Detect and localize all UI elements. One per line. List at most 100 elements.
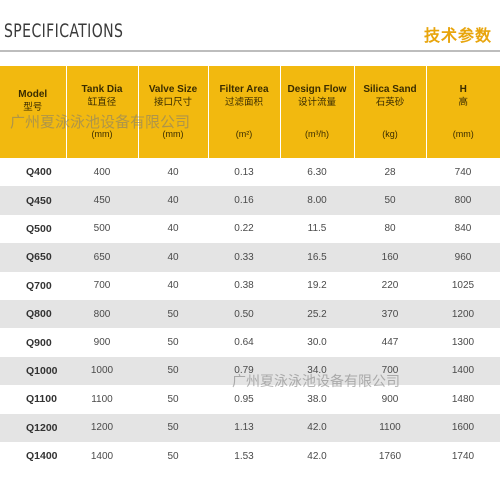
column-header-chinese: 高: [458, 96, 468, 108]
table-cell: 50: [167, 422, 179, 434]
column-header: H 高 (mm): [425, 66, 500, 158]
table-cell: 0.16: [234, 195, 254, 207]
column-unit: (mm): [162, 129, 184, 140]
table-cell: 840: [454, 223, 472, 235]
table-cell: 11.5: [307, 223, 327, 235]
column-header-chinese: 过滤面积: [224, 96, 263, 108]
model-cell: Q1200: [26, 421, 58, 434]
table-header-row: Model 型号 Tank Dia 缸直径 (mm) Valve Size 接口尺寸 (mm)…: [0, 66, 500, 158]
table-cell: 6.30: [307, 166, 327, 178]
table-cell: 50: [167, 337, 179, 349]
model-cell: Q800: [26, 308, 52, 321]
table-cell: 80: [384, 223, 396, 235]
title-divider: [0, 50, 500, 52]
table-row: Q800 800 50 0.50 25.2 370 1200: [0, 299, 500, 329]
table-cell: 28: [384, 166, 396, 178]
column-header-chinese: 缸直径: [87, 96, 117, 108]
column-header: Tank Dia 缸直径 (mm): [65, 66, 138, 158]
table-cell: 0.50: [234, 308, 254, 320]
table-cell: 1100: [379, 422, 401, 434]
table-row: Q1000 1000 50 0.79 34.0 700 1400: [0, 356, 500, 386]
table-cell: 900: [93, 337, 111, 349]
table-row: Q1100 1100 50 0.95 38.0 900 1480: [0, 385, 500, 414]
model-cell: Q400: [26, 166, 52, 179]
column-header-label: Silica Sand: [363, 83, 417, 95]
table-cell: 1100: [91, 393, 113, 405]
table-cell: 1480: [451, 393, 475, 405]
table-cell: 1000: [90, 365, 114, 377]
table-cell: 1400: [451, 365, 475, 377]
table-cell: 1740: [451, 450, 475, 462]
table-cell: 1760: [378, 450, 402, 462]
page-title-chinese: 技术参数: [423, 28, 492, 45]
table-cell: 34.0: [307, 365, 327, 377]
table-cell: 50: [167, 308, 179, 320]
table-cell: 30.0: [307, 337, 327, 349]
page-title: SPECIFICATIONS: [4, 20, 124, 42]
table-cell: 40: [167, 251, 179, 263]
model-cell: Q1400: [26, 450, 58, 463]
table-cell: 370: [381, 308, 399, 320]
table-cell: 40: [167, 280, 179, 292]
table-cell: 1200: [90, 422, 114, 434]
table-row: Q1400 1400 50 1.53 42.0 1760 1740: [0, 441, 500, 471]
table-cell: 960: [454, 251, 472, 263]
column-header-label: Valve Size: [148, 83, 198, 95]
table-cell: 40: [167, 166, 179, 178]
column-header-label: H: [459, 83, 467, 95]
table-cell: 25.2: [307, 308, 327, 320]
table-cell: 16.5: [307, 251, 327, 263]
table-cell: 1.53: [234, 450, 254, 462]
table-body: Q400 400 40 0.13 6.30 28 740 Q450 450 40 0.16 8.00 5…: [0, 158, 500, 471]
column-header-chinese: 接口尺寸: [153, 96, 192, 108]
column-header: Silica Sand 石英砂 (kg): [353, 66, 426, 158]
column-unit: (mm): [91, 129, 113, 140]
table-cell: 1025: [451, 280, 475, 292]
specifications-table: Model 型号 Tank Dia 缸直径 (mm) Valve Size 接口尺寸 (mm)…: [0, 66, 500, 471]
model-cell: Q900: [26, 336, 52, 349]
column-header-chinese: 型号: [23, 101, 43, 113]
table-cell: 800: [454, 195, 472, 207]
table-cell: 50: [167, 393, 179, 405]
table-cell: 40: [167, 195, 179, 207]
table-cell: 0.79: [234, 365, 254, 377]
table-cell: 42.0: [307, 422, 327, 434]
model-cell: Q650: [26, 251, 52, 264]
column-header: Design Flow 设计流量 (m³/h): [279, 66, 354, 158]
column-header-chinese: 石英砂: [375, 96, 405, 108]
table-cell: 650: [93, 251, 111, 263]
table-cell: 740: [454, 166, 472, 178]
table-cell: 1200: [451, 308, 475, 320]
column-header-label: Tank Dia: [81, 83, 123, 95]
table-cell: 0.33: [234, 251, 254, 263]
column-header: Valve Size 接口尺寸 (mm): [137, 66, 208, 158]
column-header-label: Model: [18, 88, 48, 100]
table-cell: 50: [384, 195, 396, 207]
table-cell: 220: [381, 280, 399, 292]
table-row: Q500 500 40 0.22 11.5 80 840: [0, 214, 500, 244]
table-cell: 160: [381, 251, 399, 263]
table-cell: 38.0: [307, 393, 327, 405]
column-header-label: Filter Area: [219, 83, 269, 95]
table-cell: 0.64: [234, 337, 254, 349]
table-cell: 700: [381, 365, 399, 377]
table-row: Q900 900 50 0.64 30.0 447 1300: [0, 328, 500, 357]
table-cell: 900: [381, 393, 399, 405]
column-header: Model 型号: [0, 66, 66, 158]
table-cell: 1.13: [234, 422, 254, 434]
model-cell: Q1100: [26, 393, 57, 406]
model-cell: Q500: [26, 222, 52, 235]
table-row: Q450 450 40 0.16 8.00 50 800: [0, 186, 500, 215]
table-cell: 1400: [90, 450, 114, 462]
table-cell: 800: [93, 308, 111, 320]
table-row: Q650 650 40 0.33 16.5 160 960: [0, 243, 500, 272]
table-cell: 1600: [451, 422, 475, 434]
column-header-chinese: 设计流量: [297, 96, 336, 108]
model-cell: Q1000: [26, 364, 58, 377]
model-cell: Q450: [26, 194, 52, 207]
table-cell: 447: [381, 337, 399, 349]
table-cell: 50: [167, 365, 179, 377]
table-cell: 500: [93, 223, 111, 235]
table-row: Q700 700 40 0.38 19.2 220 1025: [0, 271, 500, 300]
table-row: Q400 400 40 0.13 6.30 28 740: [0, 158, 500, 187]
